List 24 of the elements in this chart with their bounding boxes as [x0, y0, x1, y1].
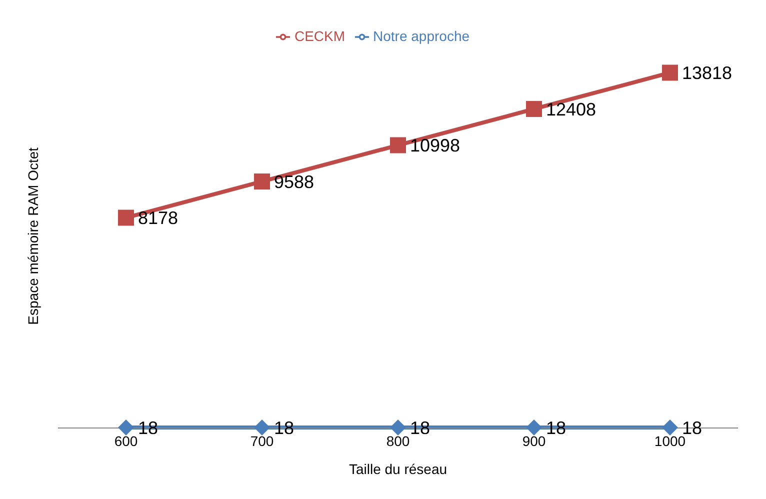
x-tick-label: 600: [114, 432, 138, 449]
y-axis-title: Espace mémoire RAM Octet: [24, 147, 41, 325]
point: [526, 100, 542, 117]
data-label: 8178: [138, 208, 178, 228]
point: [254, 420, 270, 436]
legend-label: CECKM: [294, 28, 346, 44]
point: [662, 420, 678, 436]
point: [662, 64, 678, 81]
legend-label: Notre approche: [373, 28, 470, 44]
point: [390, 137, 406, 154]
x-tick-label: 1000: [654, 432, 686, 449]
data-label: 10998: [410, 136, 460, 156]
x-tick-label: 800: [386, 432, 410, 449]
point: [526, 420, 542, 436]
point: [118, 420, 134, 436]
point: [390, 420, 406, 436]
point: [118, 210, 134, 226]
data-label: 13818: [682, 63, 732, 84]
data-label: 9588: [274, 172, 314, 192]
point: [254, 173, 270, 190]
x-tick-label: 900: [522, 432, 546, 449]
data-label: 12408: [546, 99, 596, 120]
x-axis-title: Taille du réseau: [348, 461, 448, 477]
x-tick-label: 700: [250, 432, 274, 449]
